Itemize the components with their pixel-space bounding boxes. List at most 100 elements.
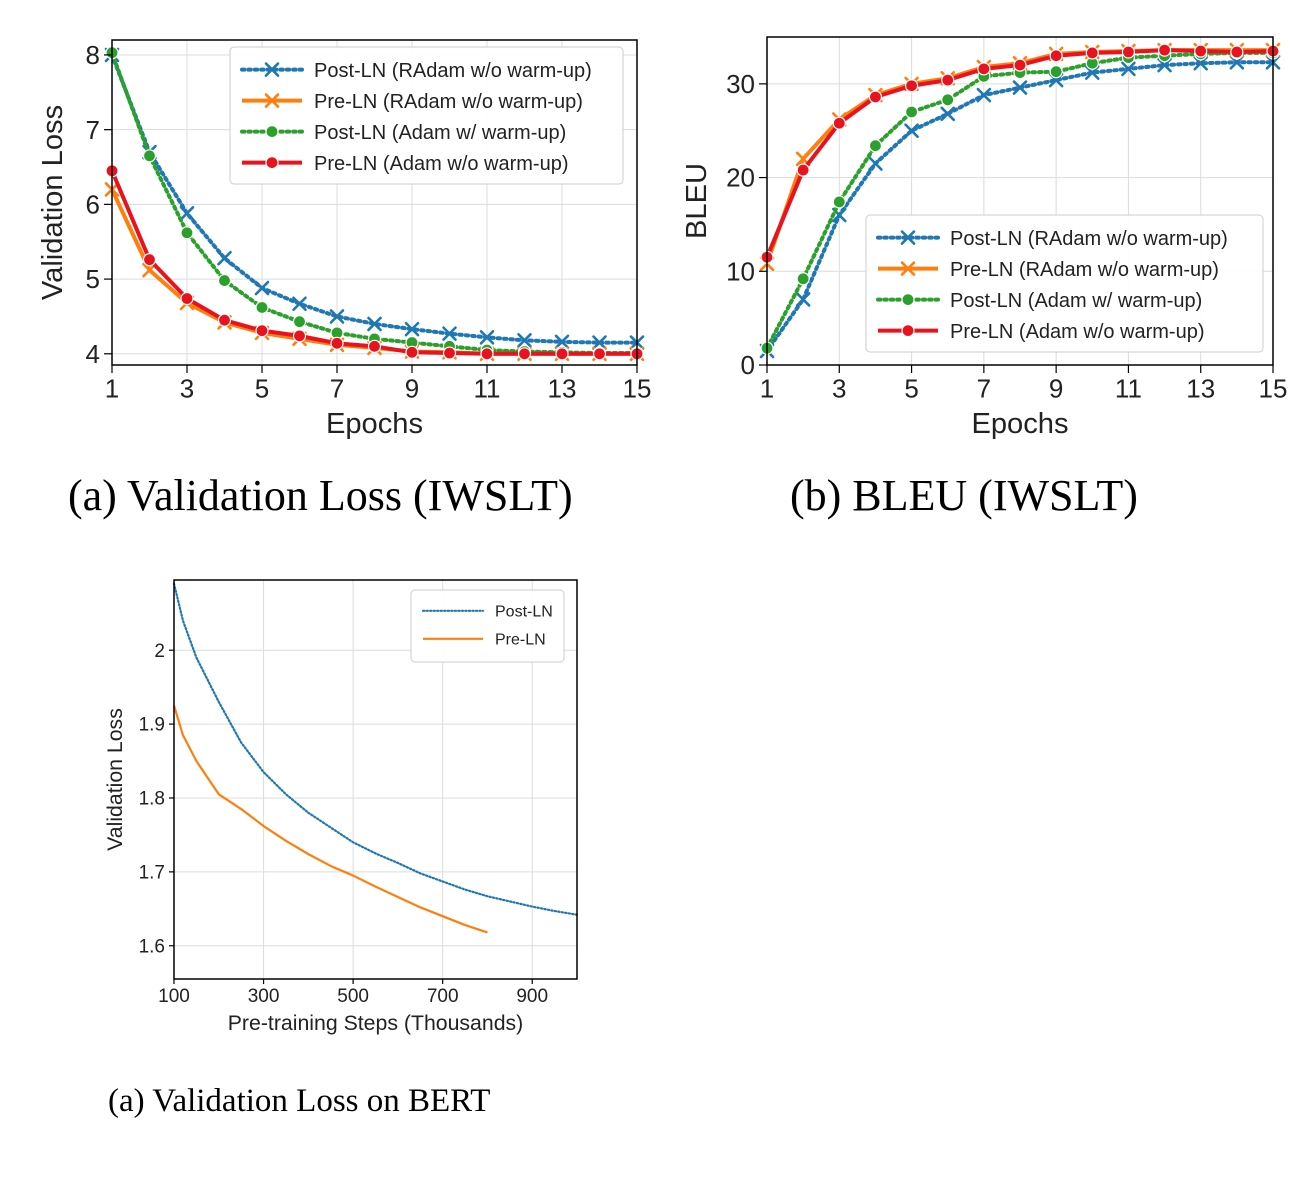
data-point-4-8: [1013, 58, 1027, 72]
x-axis-label: Epochs: [971, 408, 1068, 440]
legend-marker-1: [900, 230, 916, 245]
data-point-3-2: [142, 149, 157, 163]
y-tick-label: 1.9: [139, 715, 165, 736]
x-tick-label: 13: [548, 374, 577, 404]
x-tick-label: 500: [337, 986, 369, 1007]
data-point-3-6: [292, 315, 307, 329]
data-point-4-3: [180, 291, 194, 306]
data-point-4-13: [1194, 44, 1208, 58]
y-tick-label: 5: [86, 264, 100, 294]
data-point-3-3: [180, 226, 194, 240]
legend-label-4: Pre-LN (Adam w/o warm-up): [950, 321, 1205, 343]
data-point-3-4: [217, 273, 232, 288]
data-point-4-11: [1121, 45, 1136, 59]
data-point-1-13: [554, 334, 570, 350]
data-point-3-2: [796, 272, 810, 286]
data-point-1-2: [795, 292, 811, 307]
data-point-1-4: [217, 250, 232, 266]
x-tick-label: 1: [105, 374, 119, 404]
x-tick-label: 900: [516, 986, 548, 1007]
x-axis-label: Pre-training Steps (Thousands): [228, 1011, 524, 1035]
legend-marker-2: [900, 261, 916, 276]
x-tick-label: 1: [760, 374, 774, 404]
x-tick-label: 11: [474, 374, 501, 404]
plot-frame: [766, 36, 1274, 366]
y-tick-label: 2: [154, 641, 165, 662]
x-tick-label: 15: [623, 374, 652, 404]
data-point-4-14: [592, 347, 607, 361]
data-point-4-8: [367, 339, 382, 353]
x-tick-label: 13: [1186, 374, 1215, 404]
data-point-1-3: [179, 206, 195, 221]
x-tick-label: 9: [1049, 374, 1063, 404]
data-point-1-6: [292, 296, 307, 312]
x-tick-label: 3: [180, 374, 194, 404]
legend-box: [229, 46, 624, 185]
data-point-4-7: [330, 336, 344, 350]
data-point-1-14: [1229, 55, 1245, 70]
data-point-4-12: [1157, 43, 1172, 57]
data-point-3-5: [255, 300, 269, 315]
data-point-1-9: [404, 321, 420, 337]
x-tick-label: 11: [1115, 374, 1142, 404]
y-tick-label: 1.6: [139, 936, 165, 957]
legend-marker-1: [264, 62, 280, 77]
data-point-4-6: [941, 73, 955, 87]
legend-box: [410, 589, 565, 663]
data-point-1-4: [868, 156, 883, 171]
data-point-1-13: [1193, 55, 1209, 71]
data-point-4-4: [868, 90, 883, 104]
data-point-4-2: [796, 163, 810, 177]
legend-marker-4: [265, 156, 279, 170]
data-point-1-12: [517, 333, 532, 348]
data-point-1-8: [1012, 80, 1028, 95]
x-tick-label: 100: [158, 986, 190, 1007]
y-tick-label: 10: [726, 256, 755, 286]
data-point-1-10: [1084, 65, 1100, 80]
data-point-1-5: [254, 280, 270, 296]
y-axis-label: BLEU: [681, 163, 713, 239]
data-point-4-3: [832, 116, 846, 130]
y-axis-label: Validation Loss: [37, 105, 69, 300]
x-tick-label: 9: [405, 374, 419, 404]
data-point-4-14: [1230, 45, 1244, 59]
legend-label-3: Post-LN (Adam w/ warm-up): [950, 290, 1202, 312]
legend-label-4: Pre-LN (Adam w/o warm-up): [314, 153, 569, 175]
x-tick-label: 7: [330, 374, 344, 404]
x-axis-label: Epochs: [326, 408, 423, 440]
data-point-1-12: [1157, 57, 1172, 73]
data-point-1-14: [592, 335, 607, 350]
data-point-4-2: [142, 253, 157, 267]
y-tick-label: 1.7: [139, 863, 165, 884]
data-point-3-5: [904, 105, 919, 119]
data-point-4-10: [1085, 46, 1099, 60]
data-point-4-5: [255, 324, 269, 338]
x-tick-label: 700: [427, 986, 459, 1007]
data-point-3-9: [1049, 65, 1063, 79]
y-tick-label: 1.8: [139, 789, 165, 810]
data-point-4-9: [1049, 49, 1063, 63]
caption-a-bert-loss: (a) Validation Loss on BERT: [108, 1083, 491, 1119]
caption-b-iwslt-bleu: (b) BLEU (IWSLT): [790, 471, 1138, 520]
legend-marker-3: [901, 293, 915, 307]
data-point-1-10: [442, 326, 457, 341]
data-point-1-6: [940, 106, 956, 122]
legend: Post-LN (RAdam w/o warm-up) Pre-LN (RAdam…: [229, 46, 624, 185]
y-tick-label: 6: [86, 189, 100, 219]
plot-frame: [173, 579, 578, 980]
x-tick-label: 5: [904, 374, 918, 404]
data-point-1-8: [367, 316, 382, 332]
data-point-3-6: [941, 93, 955, 107]
legend-marker-3: [265, 125, 279, 139]
data-point-4-9: [405, 345, 419, 359]
chart-3: 100 300 500 700 900 1.6 1.7 1.8 1.9 2 Pre-training…: [103, 579, 579, 1035]
data-point-4-13: [555, 347, 569, 361]
y-tick-label: 20: [726, 163, 755, 193]
data-point-1-11: [479, 330, 495, 345]
x-tick-label: 5: [255, 374, 269, 404]
data-point-4-12: [517, 347, 532, 361]
legend-label-3: Post-LN (Adam w/ warm-up): [314, 122, 566, 144]
